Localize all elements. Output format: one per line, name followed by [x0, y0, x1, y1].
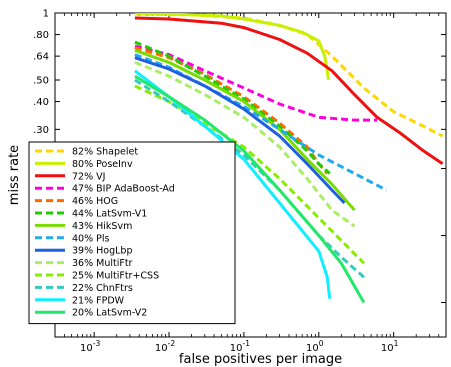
legend-entry: 44% LatSvm-V1 — [72, 209, 147, 220]
series-line — [134, 13, 330, 81]
legend-entry: 22% ChnFtrs — [72, 283, 133, 294]
series-group — [133, 13, 444, 304]
legend-entry: 82% Shapelet — [72, 147, 138, 158]
series-line — [134, 53, 388, 192]
y-tick-label: .40 — [33, 97, 49, 108]
series-line — [134, 74, 366, 304]
legend-box — [28, 141, 236, 325]
y-tick-label: .80 — [33, 30, 49, 41]
legend-entry: 72% VJ — [72, 171, 105, 182]
legend-entry: 21% FPDW — [72, 295, 125, 306]
series-line — [134, 40, 331, 175]
x-tick-label: 10-1 — [230, 339, 250, 354]
y-tick-label: 1 — [43, 9, 49, 20]
x-tick-label: 10-2 — [155, 339, 175, 354]
y-tick-label: .64 — [33, 52, 49, 63]
y-tick-label: .50 — [33, 75, 49, 86]
legend-entry: 40% Pls — [72, 233, 110, 244]
x-tick-label: 101 — [381, 339, 399, 354]
series-line — [134, 16, 444, 166]
legend-entry: 36% MultiFtr — [72, 258, 133, 269]
legend-entry: 20% LatSvm-V2 — [72, 308, 147, 319]
x-tick-label: 100 — [306, 339, 324, 354]
legend-entry: 25% MultiFtr+CSS — [72, 271, 159, 282]
legend-entry: 39% HogLbp — [72, 246, 132, 257]
y-tick-label: .30 — [33, 125, 49, 136]
series-line — [134, 48, 356, 212]
x-axis-label: false positives per image — [179, 352, 342, 367]
legend-entry: 80% PoseInv — [72, 159, 133, 170]
y-axis-label: miss rate — [7, 145, 22, 205]
series-line — [134, 44, 378, 122]
legend-entry: 47% BIP AdaBoost-Ad — [72, 184, 175, 195]
legend-entry: 46% HOG — [72, 196, 118, 207]
series-line — [134, 61, 356, 228]
x-tick-label: 10-3 — [80, 339, 100, 354]
legend-entry: 43% HikSvm — [72, 221, 132, 232]
series-line — [134, 56, 346, 205]
